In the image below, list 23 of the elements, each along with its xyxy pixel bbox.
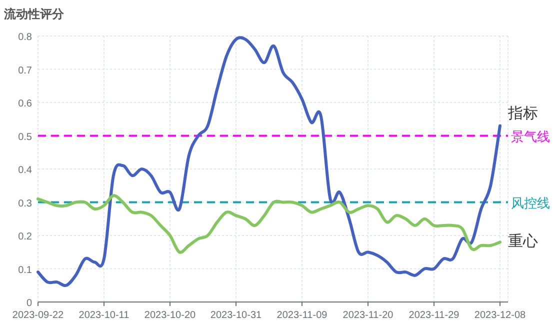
y-tick-label: 0.4	[18, 165, 32, 176]
x-tick-label: 2023-11-29	[408, 310, 460, 321]
x-tick-label: 2023-10-11	[78, 310, 130, 321]
y-tick-label: 0.3	[18, 198, 32, 210]
ref-line-label: 景气线	[511, 128, 550, 144]
x-tick-label: 2023-09-22	[12, 310, 64, 321]
y-tick-label: 0.2	[18, 232, 32, 242]
series-label: 指标	[507, 104, 538, 122]
y-tick-label: 0.7	[18, 65, 32, 76]
x-tick-label: 2023-11-09	[276, 310, 328, 321]
y-axis-title: 流动性评分	[3, 7, 65, 21]
x-tick-label: 2023-12-08	[474, 310, 526, 321]
x-tick-label: 2023-11-20	[342, 310, 394, 321]
y-tick-label: 0.6	[18, 98, 32, 110]
line-series	[36, 194, 502, 254]
y-tick-label: 0.5	[18, 132, 32, 143]
ref-line-label: 风控线	[511, 195, 550, 210]
series-label: 重心	[508, 233, 538, 250]
y-tick-label: 0.1	[18, 264, 32, 276]
y-tick-label: 0.8	[18, 32, 32, 43]
x-tick-label: 2023-10-31	[210, 310, 262, 321]
y-tick-label: 0	[26, 298, 32, 309]
x-tick-label: 2023-10-20	[144, 310, 196, 321]
